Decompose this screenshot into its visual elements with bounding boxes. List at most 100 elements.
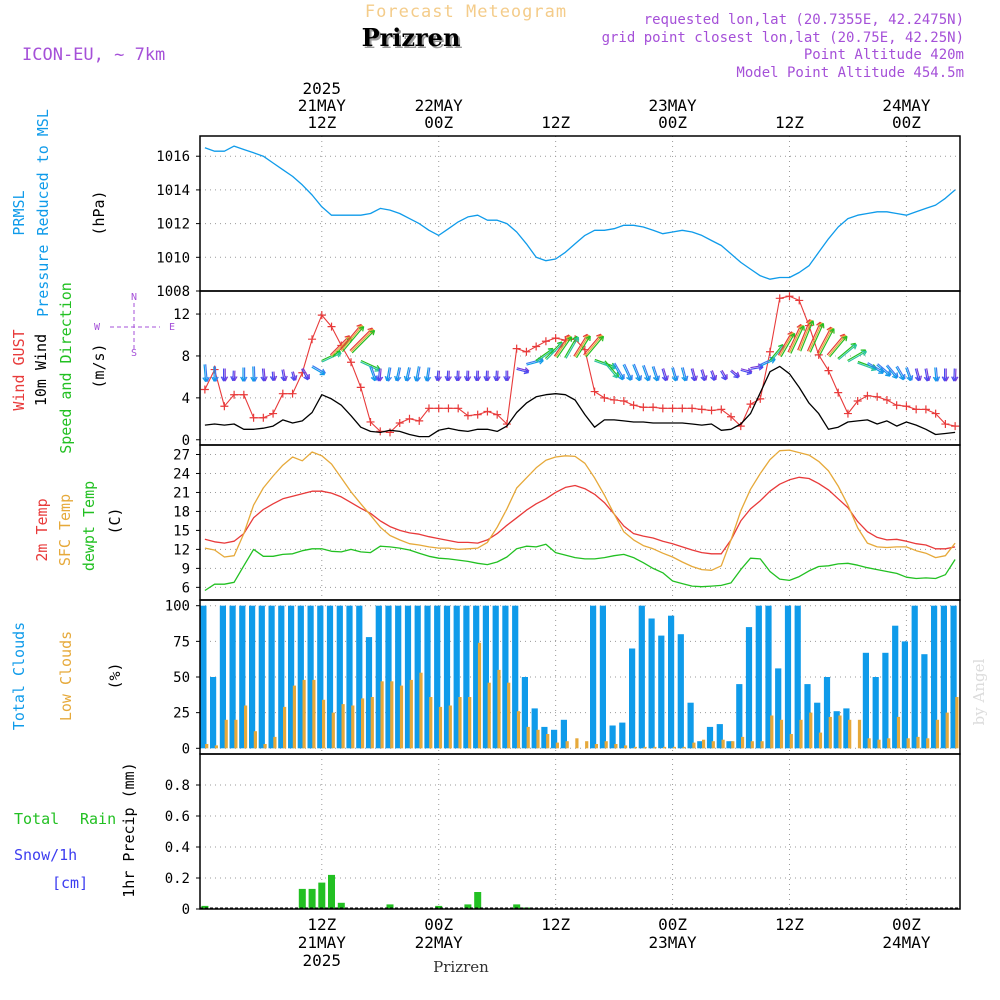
- label-wind-unit: (m/s): [90, 343, 108, 388]
- wind-arrow-head: [303, 374, 309, 381]
- wind-arrow: [816, 326, 832, 354]
- wind-arrow: [905, 367, 911, 381]
- gust-point-marker: [200, 385, 209, 394]
- wind-arrow: [603, 361, 618, 379]
- total-clouds-bar: [648, 618, 655, 749]
- total-clouds-bar: [882, 652, 889, 749]
- total-clouds-bar: [297, 605, 304, 749]
- wind-arrow: [876, 364, 891, 377]
- gust-point-marker: [931, 409, 940, 418]
- wind-arrow: [730, 370, 739, 379]
- wind-tick-label: 0: [182, 433, 190, 449]
- wind-arrow: [291, 371, 295, 381]
- top-time-label: 22MAY: [415, 96, 464, 115]
- total-clouds-bar: [687, 702, 694, 749]
- gust-point-marker: [921, 405, 930, 414]
- wind-arrow: [808, 322, 823, 353]
- wind-arrow-head: [260, 376, 267, 382]
- precip-bar: [308, 888, 316, 909]
- temperature-tick-label: 15: [173, 523, 190, 539]
- low-clouds-bar: [867, 738, 871, 749]
- low-clouds-bar: [799, 719, 803, 749]
- total-clouds-bar: [755, 605, 762, 749]
- wind-arrow: [826, 333, 846, 356]
- total-clouds-bar: [736, 684, 743, 749]
- total-clouds-bar: [385, 605, 392, 749]
- low-clouds-bar: [750, 741, 754, 749]
- gust-point-marker: [278, 389, 287, 398]
- total-clouds-bar: [609, 725, 616, 749]
- footer-location: Prizren: [433, 958, 489, 976]
- low-clouds-bar: [477, 642, 482, 749]
- wind-arrow-head: [280, 376, 287, 382]
- wind-arrow: [213, 366, 215, 382]
- wind-arrow-head: [799, 325, 805, 331]
- watermark: by Angel: [970, 658, 988, 725]
- wind-arrow-head: [932, 376, 939, 382]
- wind-arrow-head: [473, 376, 480, 382]
- wind-arrow-head: [463, 376, 470, 382]
- wind-arrow: [252, 366, 254, 382]
- gust-point-marker: [600, 393, 609, 402]
- low-clouds-bar: [516, 711, 521, 749]
- wind-arrow-head: [941, 376, 948, 382]
- precip-bar: [386, 904, 394, 909]
- total-clouds-bar: [551, 729, 558, 749]
- wind-arrow: [819, 328, 835, 355]
- low-clouds-bar: [487, 682, 491, 749]
- low-clouds-bar: [692, 742, 696, 749]
- wind-arrow-head: [403, 375, 410, 382]
- low-clouds-bar: [877, 739, 881, 749]
- low-clouds-bar: [312, 679, 316, 749]
- wind-arrow-head: [891, 373, 898, 379]
- top-time-label: 23MAY: [648, 96, 697, 115]
- gust-point-marker: [688, 404, 697, 413]
- wind-arrow-head: [220, 376, 227, 382]
- gust-point-marker: [843, 409, 852, 418]
- low-clouds-bar: [448, 705, 452, 749]
- chart-title: Forecast Meteogram: [365, 2, 567, 22]
- gust-point-marker: [610, 395, 619, 404]
- temperature-tick-label: 21: [173, 485, 190, 501]
- wind-arrow: [555, 335, 571, 358]
- wind-arrow-head: [951, 376, 957, 382]
- wind-arrow: [885, 365, 898, 379]
- clouds-plot-area: [200, 605, 959, 749]
- total-clouds-bar: [443, 605, 451, 749]
- temperature-tick-label: 27: [173, 447, 190, 463]
- gust-point-marker: [395, 419, 404, 427]
- label-clouds-unit: (%): [106, 662, 124, 689]
- wind-arrow-head: [394, 375, 400, 382]
- gust-point-marker: [941, 420, 950, 429]
- low-clouds-bar: [244, 705, 248, 749]
- label-prmsl: PRMSL: [10, 190, 28, 235]
- wind-arrow: [720, 370, 727, 381]
- total-clouds-bar: [229, 605, 236, 749]
- wind-arrow: [584, 334, 603, 357]
- wind-arrow: [495, 370, 497, 381]
- total-clouds-bar: [541, 726, 548, 749]
- gust-point-marker: [766, 347, 774, 356]
- wind-arrow: [203, 364, 207, 382]
- info-requested: requested lon,lat (20.7355E, 42.2475N): [644, 12, 964, 28]
- low-clouds-bar: [896, 716, 901, 749]
- wind-arrow: [446, 370, 449, 381]
- low-clouds-bar: [565, 741, 569, 749]
- low-clouds-bar: [906, 738, 910, 749]
- precip-bar: [337, 902, 345, 909]
- clouds-tick-label: 0: [182, 741, 190, 757]
- total-clouds-bar: [492, 605, 499, 749]
- compass-south: S: [131, 348, 137, 359]
- low-clouds-bar: [955, 697, 959, 749]
- top-time-label: 21MAY: [298, 96, 347, 115]
- wind-arrow-head: [721, 374, 727, 381]
- gust-point-marker: [853, 397, 862, 405]
- low-clouds-bar: [283, 706, 287, 749]
- compass-east: E: [169, 322, 175, 333]
- low-clouds-bar: [399, 685, 404, 749]
- wind-arrow: [798, 319, 813, 351]
- gust-point-marker: [834, 388, 843, 397]
- wind-arrow-head: [598, 335, 605, 342]
